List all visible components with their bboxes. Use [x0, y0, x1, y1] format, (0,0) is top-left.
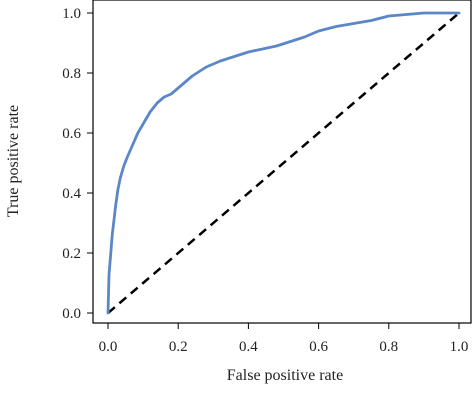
x-axis-title: False positive rate — [227, 367, 343, 384]
x-tick-label: 1.0 — [450, 339, 469, 355]
series-layer — [106, 11, 461, 315]
y-axis-title: True positive rate — [5, 105, 22, 217]
y-tick-label: 0.4 — [62, 186, 81, 202]
x-tick-label: 0.0 — [99, 339, 118, 355]
plot-frame — [92, 0, 472, 324]
x-axis-ticks: 0.0 0.2 0.4 0.6 0.8 1.0 — [99, 323, 469, 355]
diagonal-reference-line — [107, 12, 460, 314]
y-tick-label: 0.0 — [62, 306, 81, 322]
y-tick-label: 0.8 — [62, 66, 81, 82]
x-tick-label: 0.2 — [169, 339, 188, 355]
y-tick-label: 1.0 — [62, 6, 81, 22]
y-axis-ticks: 0.0 0.2 0.4 0.6 0.8 1.0 — [62, 6, 93, 322]
x-tick-label: 0.8 — [379, 339, 398, 355]
x-tick-label: 0.4 — [239, 339, 258, 355]
x-tick-label: 0.6 — [309, 339, 328, 355]
y-tick-label: 0.2 — [62, 246, 81, 262]
y-tick-label: 0.6 — [62, 126, 81, 142]
roc-curve-line — [106, 11, 461, 315]
